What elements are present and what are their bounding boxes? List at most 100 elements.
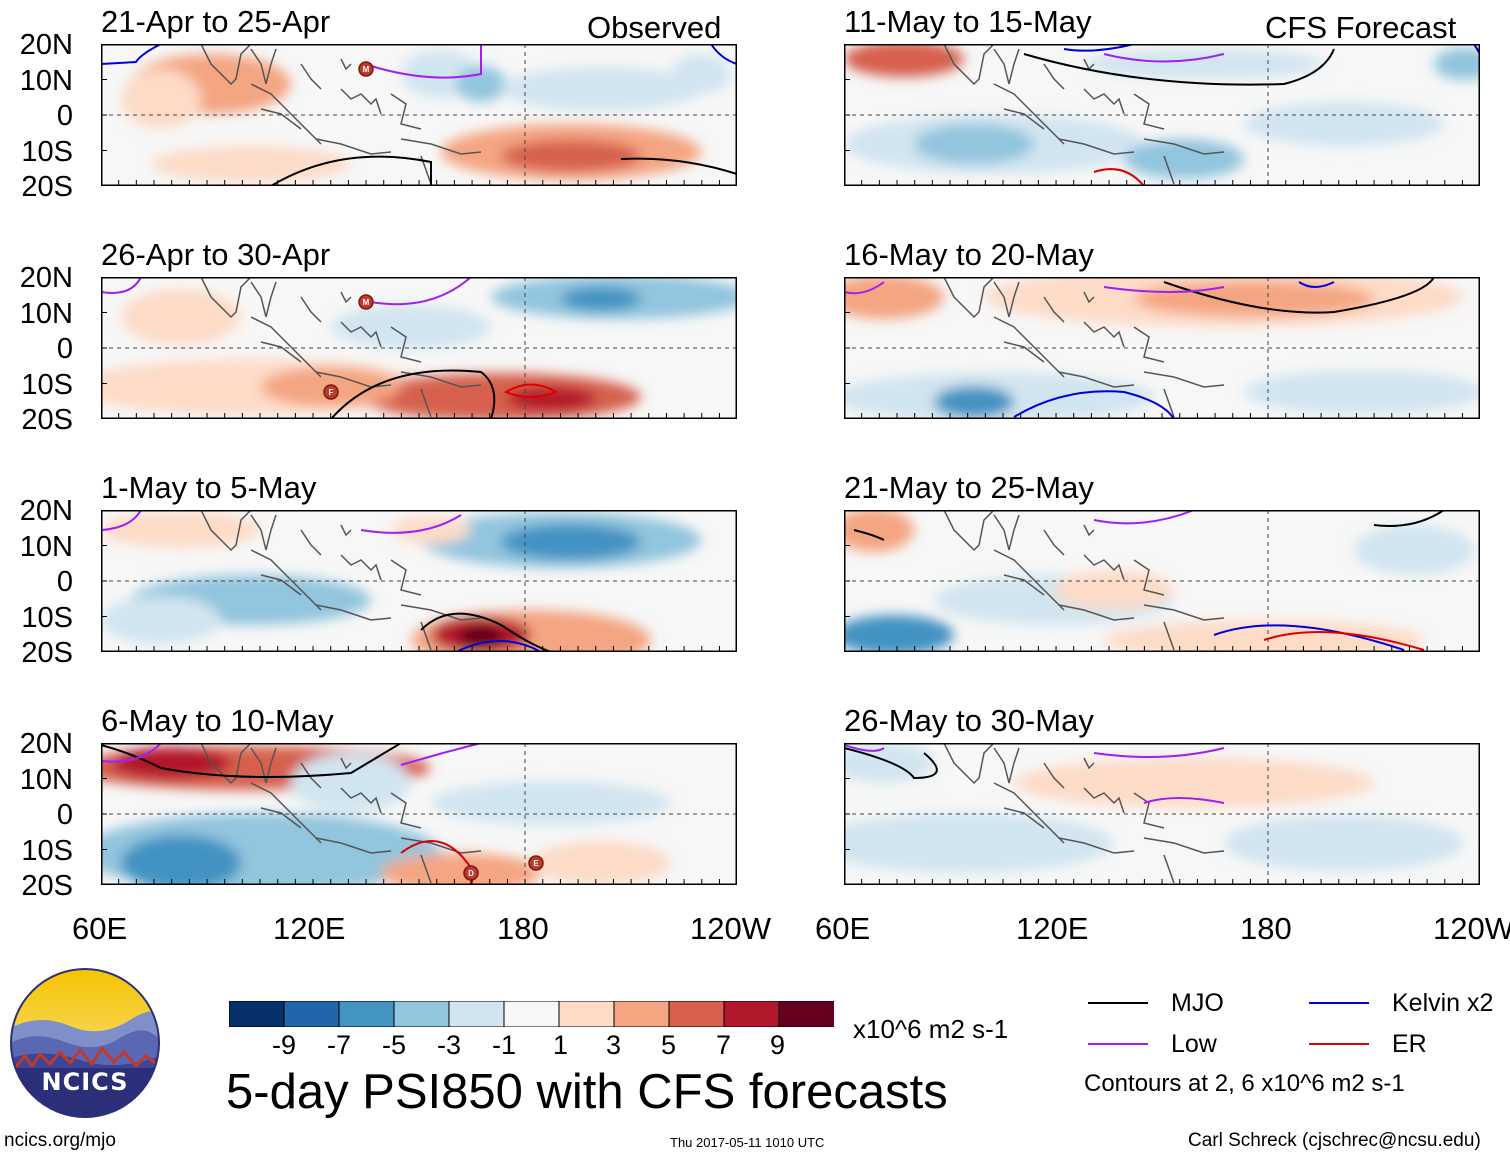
coastline xyxy=(340,58,352,71)
anomaly-shading xyxy=(151,146,351,182)
coastline xyxy=(1163,155,1175,185)
contour-line xyxy=(844,281,885,295)
legend-line-low xyxy=(1088,1043,1148,1045)
contour-line xyxy=(844,747,938,780)
coastline xyxy=(400,138,482,155)
anomaly-shading xyxy=(121,835,241,885)
contour-line xyxy=(101,277,142,294)
logo-text: NCICS xyxy=(41,1068,129,1096)
contour-line xyxy=(1093,510,1195,525)
anomaly-shading xyxy=(381,853,541,885)
anomaly-shading xyxy=(844,615,954,652)
anomaly-shading xyxy=(361,373,641,419)
legend-label-kelvin: Kelvin x2 xyxy=(1392,989,1494,1017)
coastline xyxy=(250,48,277,85)
coastline xyxy=(340,554,382,581)
coastline xyxy=(943,510,995,552)
footer-url[interactable]: ncics.org/mjo xyxy=(4,1130,116,1151)
contour-line xyxy=(853,529,885,541)
legend-label-er: ER xyxy=(1392,1030,1427,1058)
contour-line xyxy=(1143,797,1225,804)
anomaly-field xyxy=(844,510,1474,652)
storm-marker-label: F xyxy=(329,388,334,397)
colorbar-swatch xyxy=(503,1000,560,1028)
lat-label: 20S xyxy=(21,870,73,902)
anomaly-field xyxy=(101,277,737,419)
storm-marker-label: D xyxy=(468,869,474,878)
coastline xyxy=(400,371,482,388)
coastline xyxy=(1133,93,1165,130)
lon-label: 180 xyxy=(497,911,549,946)
colorbar-tick: 3 xyxy=(606,1030,622,1060)
colorbar-tick: 1 xyxy=(553,1030,569,1060)
lat-label: 20S xyxy=(21,404,73,436)
legend-label-mjo: MJO xyxy=(1171,989,1224,1017)
contour-line xyxy=(1093,168,1145,186)
storm-marker-label: M xyxy=(363,298,370,307)
coastline xyxy=(1058,371,1135,388)
anomaly-shading xyxy=(1104,620,1424,652)
anomaly-shading xyxy=(121,69,201,129)
contour-line xyxy=(844,744,885,752)
storm-marker-label: M xyxy=(363,65,370,74)
coastline xyxy=(260,574,302,596)
colorbar-swatch xyxy=(283,1000,340,1028)
map-canvas xyxy=(844,277,1480,419)
lat-label: 10N xyxy=(19,764,73,796)
coastline xyxy=(390,559,422,596)
map-canvas: MF xyxy=(101,277,737,419)
lon-label: 120W xyxy=(1433,911,1510,946)
contour-line xyxy=(1013,390,1175,419)
lat-label: 20N xyxy=(19,495,73,527)
map-panel-5 xyxy=(844,44,1480,186)
colorbar-tick: -1 xyxy=(492,1030,517,1060)
anomaly-shading xyxy=(291,753,411,813)
ncics-logo[interactable]: NCICS xyxy=(10,968,160,1118)
coastline xyxy=(250,281,277,318)
anomaly-shading xyxy=(844,44,964,77)
colorbar-swatch xyxy=(228,1000,285,1028)
panel-title-8: 26-May to 30-May xyxy=(844,703,1094,738)
anomaly-shading xyxy=(844,510,914,552)
lat-label: 20S xyxy=(21,637,73,669)
storm-marker xyxy=(463,865,479,881)
contour-line xyxy=(1213,624,1405,651)
panel-title-4: 6-May to 10-May xyxy=(101,703,334,738)
anomaly-shading xyxy=(934,386,1014,418)
contour-line xyxy=(360,514,462,534)
colorbar-swatch xyxy=(558,1000,615,1028)
coastline xyxy=(200,743,252,785)
colorbar-swatch xyxy=(668,1000,725,1028)
storm-marker xyxy=(323,384,339,400)
anomaly-shading xyxy=(561,287,641,311)
anomaly-shading xyxy=(1084,49,1324,79)
coastline xyxy=(1058,837,1135,854)
coastline xyxy=(993,514,1020,551)
lat-label: 0 xyxy=(56,100,73,132)
colorbar-tick: 7 xyxy=(716,1030,732,1060)
anomaly-field xyxy=(101,512,701,652)
coastline xyxy=(1163,854,1175,884)
coastline xyxy=(1143,837,1225,854)
colorbar-swatch xyxy=(338,1000,395,1028)
coastline xyxy=(1083,291,1095,304)
coastline xyxy=(1163,621,1175,651)
colorbar-swatch xyxy=(723,1000,780,1028)
colorbar-tick: -3 xyxy=(437,1030,462,1060)
lon-label: 60E xyxy=(815,911,871,946)
storm-marker xyxy=(528,855,544,871)
ncics-logo-graphic xyxy=(10,968,160,1118)
anomaly-shading xyxy=(531,841,671,885)
coastline xyxy=(390,93,422,130)
coastline xyxy=(315,837,392,854)
contour-line xyxy=(101,510,142,531)
storm-marker xyxy=(358,294,374,310)
coastline xyxy=(250,782,322,844)
anomaly-shading xyxy=(501,524,641,560)
forecast-label: CFS Forecast xyxy=(1265,10,1457,45)
coastline xyxy=(993,281,1020,318)
coastline xyxy=(390,326,422,363)
storm-marker xyxy=(358,61,374,77)
coastline xyxy=(1133,326,1165,363)
